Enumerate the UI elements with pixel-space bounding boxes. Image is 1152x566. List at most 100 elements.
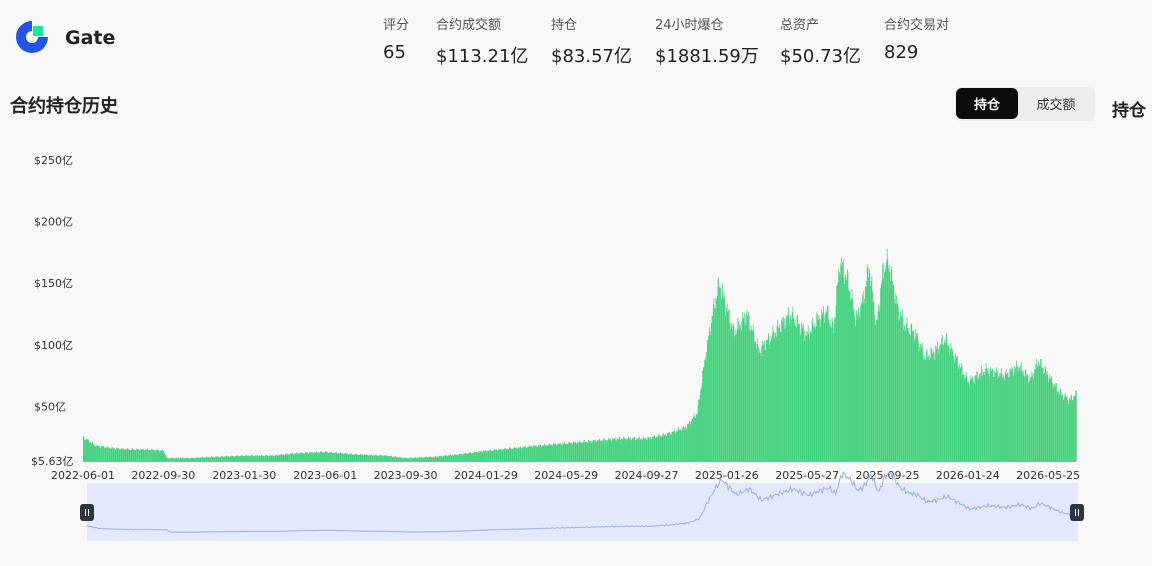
- bar: [898, 306, 899, 461]
- bar: [124, 449, 126, 461]
- bar: [162, 449, 164, 461]
- bar: [862, 291, 864, 461]
- bar: [866, 264, 868, 461]
- tab-open-interest[interactable]: 持仓: [956, 88, 1018, 119]
- bar: [825, 312, 826, 461]
- bar: [452, 455, 453, 461]
- bar: [282, 455, 283, 461]
- bar: [507, 449, 509, 461]
- bar: [749, 328, 751, 461]
- bar: [587, 442, 589, 461]
- bar: [627, 436, 629, 461]
- bar: [625, 438, 626, 461]
- bar: [262, 455, 264, 461]
- bar: [973, 381, 974, 461]
- bar: [264, 455, 266, 461]
- bar: [661, 436, 662, 461]
- bar: [506, 449, 508, 461]
- bar: [885, 270, 887, 461]
- bar: [1069, 397, 1071, 461]
- bar: [551, 445, 553, 461]
- bar: [359, 455, 360, 461]
- bar: [1015, 366, 1017, 461]
- bar: [708, 327, 710, 461]
- bar: [939, 343, 941, 461]
- bar: [87, 438, 89, 461]
- bar: [178, 458, 180, 461]
- bar: [732, 322, 734, 461]
- bar: [1068, 400, 1070, 461]
- bar: [154, 451, 156, 461]
- navigator-track[interactable]: [87, 483, 1078, 541]
- bar: [478, 450, 480, 461]
- bar: [133, 449, 135, 461]
- bar: [797, 315, 798, 461]
- bar: [673, 431, 674, 461]
- bar: [833, 323, 835, 461]
- bar: [90, 443, 92, 461]
- bar: [1074, 396, 1076, 461]
- bar: [155, 450, 157, 461]
- bar: [176, 458, 178, 461]
- bar: [720, 299, 722, 461]
- bar: [323, 452, 325, 461]
- bar: [560, 443, 561, 461]
- bar: [955, 353, 956, 461]
- bar: [302, 452, 304, 461]
- bar: [714, 308, 716, 461]
- bar: [541, 446, 543, 461]
- bar: [108, 448, 110, 461]
- bar: [217, 456, 219, 461]
- bar: [511, 448, 512, 461]
- bar: [464, 453, 465, 461]
- bar: [768, 332, 769, 461]
- bar: [737, 317, 739, 461]
- bar: [615, 439, 617, 461]
- bar: [1030, 377, 1031, 461]
- navigator-handle-right[interactable]: [1070, 504, 1084, 521]
- bar: [786, 317, 788, 461]
- bar: [702, 367, 704, 461]
- bar: [335, 451, 337, 461]
- bar: [798, 323, 800, 461]
- bar: [430, 456, 432, 461]
- bar: [1013, 372, 1015, 461]
- bar: [814, 323, 816, 461]
- bar: [338, 453, 340, 461]
- bar: [354, 454, 356, 461]
- bar: [402, 458, 404, 461]
- bar: [276, 454, 278, 461]
- bar: [810, 331, 812, 461]
- bar: [303, 453, 305, 461]
- bar: [900, 310, 901, 461]
- bar: [896, 295, 897, 461]
- bar: [864, 286, 866, 461]
- bar: [173, 458, 175, 461]
- bar: [116, 447, 118, 461]
- bar: [938, 353, 940, 461]
- bar: [571, 444, 573, 461]
- range-navigator[interactable]: [80, 471, 1084, 541]
- bar: [775, 336, 777, 461]
- bar: [262, 455, 263, 461]
- bar: [519, 447, 520, 461]
- tab-volume[interactable]: 成交额: [1036, 98, 1076, 113]
- bar: [675, 433, 676, 461]
- bar: [497, 449, 499, 461]
- bar: [450, 455, 452, 461]
- bar: [743, 317, 745, 461]
- navigator-handle-left[interactable]: [80, 504, 94, 521]
- bar: [106, 447, 107, 461]
- bar: [855, 319, 857, 461]
- bar: [147, 448, 149, 461]
- bar: [457, 455, 459, 461]
- y-tick-label: $50亿: [34, 400, 66, 413]
- stat-liquidations-value: $1881.59万: [655, 46, 759, 67]
- bar: [622, 438, 624, 461]
- bar: [187, 458, 189, 461]
- bar: [762, 341, 763, 461]
- bar: [114, 449, 116, 461]
- bar: [335, 452, 336, 461]
- bar: [505, 448, 506, 461]
- bar: [991, 371, 992, 461]
